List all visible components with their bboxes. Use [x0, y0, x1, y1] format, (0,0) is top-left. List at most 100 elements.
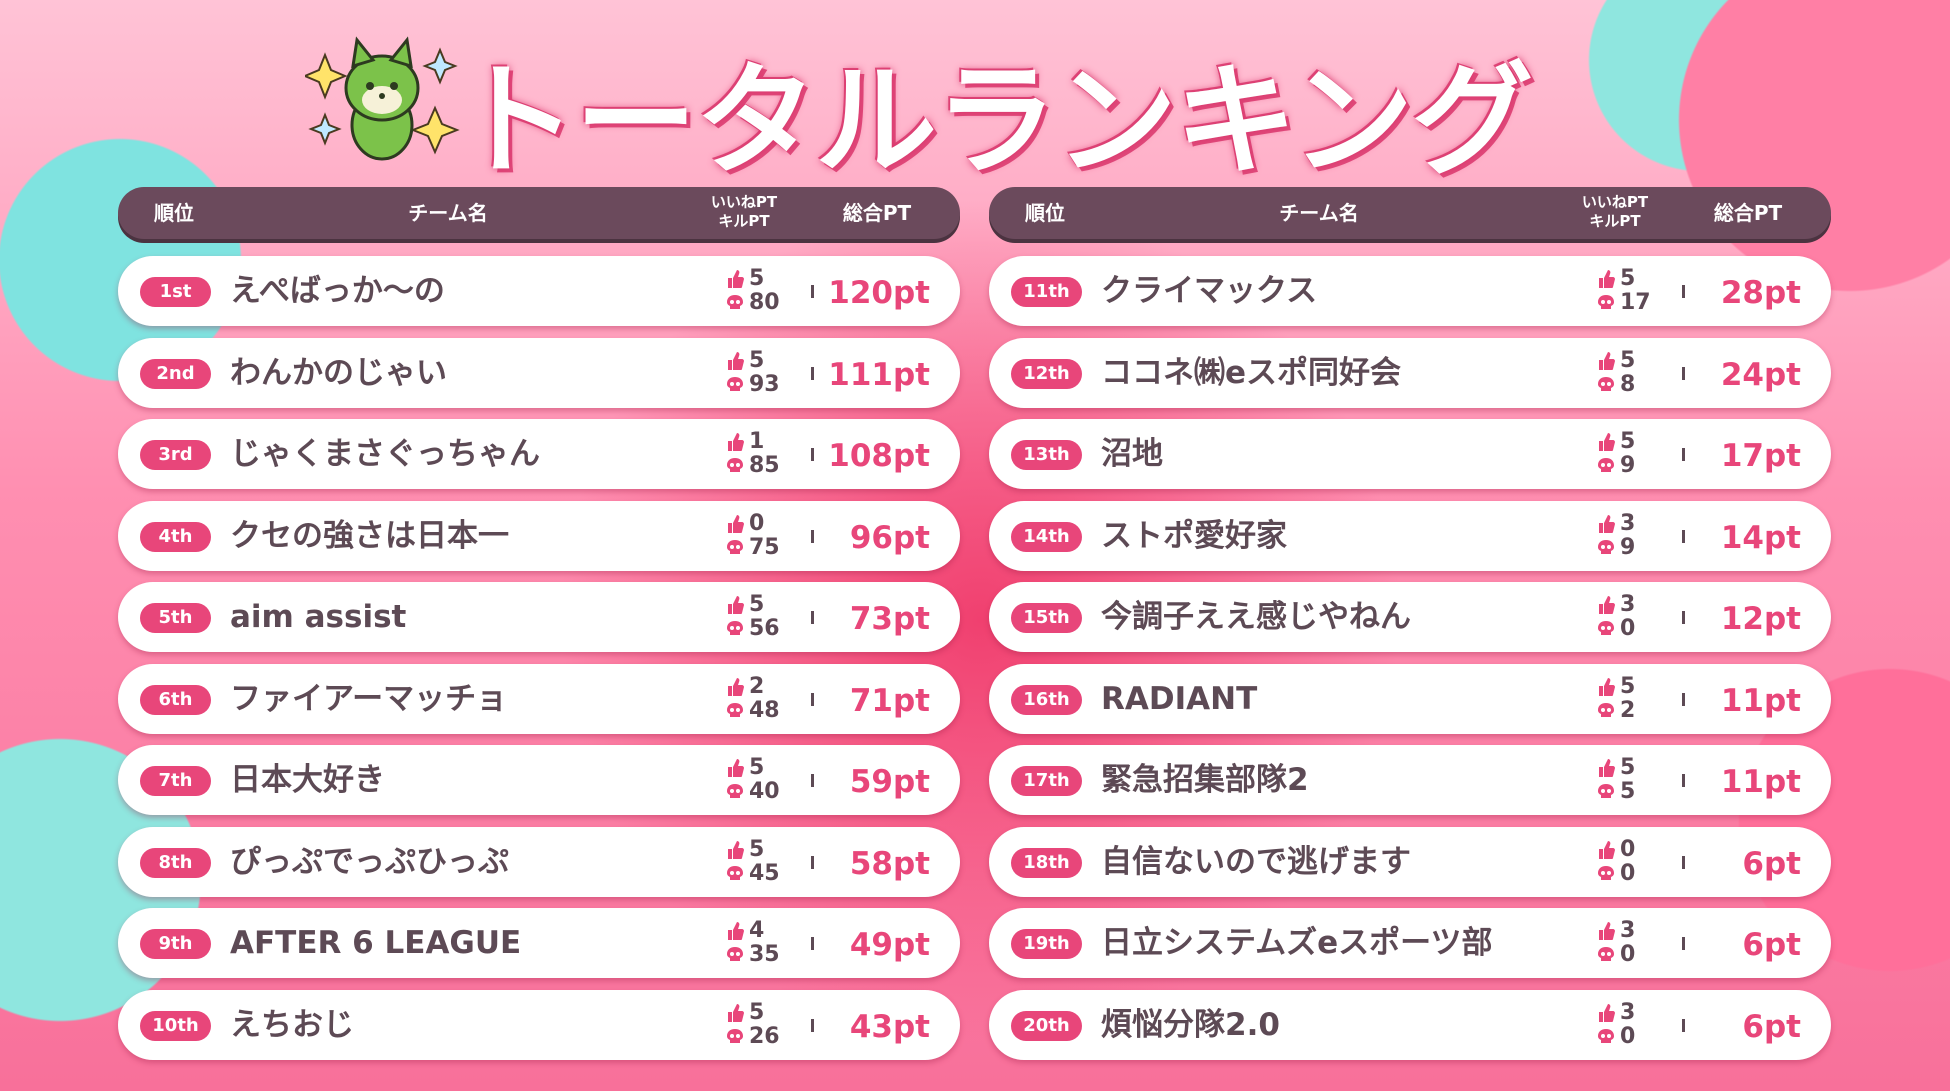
kill-points: 80 [749, 290, 780, 315]
kill-points: 85 [749, 453, 780, 478]
separator [1682, 937, 1685, 950]
team-name: ストポ愛好家 [1101, 517, 1287, 554]
team-name: 今調子ええ感じやねん [1101, 599, 1411, 635]
total-points: 24pt [1720, 356, 1801, 393]
ranking-row: 7th 日本大好き 5 40 59pt [118, 745, 960, 815]
total-points: 58pt [849, 845, 930, 882]
separator [811, 285, 814, 298]
like-points: 5 [1620, 429, 1636, 454]
ranking-row: 13th 沼地 5 9 17pt [989, 419, 1831, 489]
like-points: 3 [1620, 510, 1636, 536]
like-icon [726, 269, 744, 293]
kill-icon [726, 783, 744, 805]
separator [811, 774, 814, 787]
like-points: 5 [1620, 347, 1636, 373]
header-total: 総合PT [842, 201, 912, 225]
separator [1682, 611, 1685, 624]
team-name: えちおじ [230, 1006, 354, 1043]
ranking-row: 6th ファイアーマッチョ 2 48 71pt [118, 663, 960, 734]
header-kill: キルPT [718, 212, 770, 230]
ranking-row: 16th RADIANT 5 2 11pt [989, 663, 1831, 734]
rank-badge: 4th [140, 521, 211, 552]
total-points: 111pt [828, 356, 930, 393]
kill-points: 48 [749, 697, 780, 723]
header-rank: 順位 [1025, 201, 1065, 225]
total-points: 59pt [849, 764, 930, 800]
like-points: 1 [749, 429, 765, 454]
total-points: 96pt [849, 519, 930, 556]
rank-badge: 12th [1011, 358, 1082, 389]
header-total: 総合PT [1713, 201, 1783, 225]
team-name: RADIANT [1101, 680, 1258, 717]
table-header: 順位 チーム名 いいねPT キルPT 総合PT [118, 187, 960, 239]
total-points: 28pt [1720, 275, 1801, 311]
ranking-row: 10th えちおじ 5 26 43pt [118, 989, 960, 1060]
team-name: ファイアーマッチョ [230, 680, 508, 717]
total-points: 17pt [1720, 438, 1801, 474]
separator [1682, 855, 1685, 869]
kill-icon [1597, 294, 1615, 316]
mascot [305, 36, 460, 161]
kill-icon [1597, 1028, 1615, 1050]
team-name: じゃくまさぐっちゃん [230, 436, 540, 472]
rank-badge: 7th [140, 766, 211, 796]
separator [1682, 692, 1685, 706]
separator [811, 448, 814, 461]
team-name: 沼地 [1101, 436, 1163, 472]
ranking-row: 19th 日立システムズeスポーツ部 3 0 6pt [989, 908, 1831, 978]
separator [811, 366, 814, 380]
team-name: ココネ㈱eスポ同好会 [1101, 354, 1402, 391]
rank-badge: 17th [1011, 766, 1082, 796]
rank-badge: 6th [140, 684, 211, 715]
team-name: AFTER 6 LEAGUE [230, 925, 522, 961]
kill-points: 75 [749, 534, 780, 560]
ranking-row: 1st えぺばっか〜の 5 80 120pt [118, 256, 960, 326]
rank-badge: 2nd [140, 358, 211, 389]
like-icon [1597, 921, 1615, 945]
like-icon [1597, 840, 1615, 864]
like-icon [1597, 432, 1615, 456]
like-icon [726, 758, 744, 782]
team-name: クライマックス [1101, 273, 1318, 309]
header-points: いいねPT キルPT [711, 193, 777, 231]
header-kill: キルPT [1589, 212, 1641, 230]
kill-icon [726, 946, 744, 968]
rank-badge: 10th [140, 1010, 211, 1041]
like-points: 5 [1620, 755, 1636, 780]
ranking-row: 4th クセの強さは日本一 0 75 96pt [118, 500, 960, 571]
ranking-row: 2nd わんかのじゃい 5 93 111pt [118, 337, 960, 408]
like-icon [726, 921, 744, 945]
total-points: 108pt [828, 438, 930, 474]
separator [811, 529, 814, 543]
kill-points: 9 [1620, 534, 1636, 560]
header-team: チーム名 [1279, 201, 1359, 225]
team-name: クセの強さは日本一 [230, 517, 509, 554]
ranking-row: 5th aim assist 5 56 73pt [118, 582, 960, 652]
kill-icon [1597, 457, 1615, 479]
like-icon [726, 677, 744, 701]
separator [1682, 366, 1685, 380]
separator [1682, 774, 1685, 787]
like-points: 0 [1620, 836, 1636, 862]
rank-badge: 5th [140, 603, 211, 633]
rank-badge: 8th [140, 847, 211, 878]
kill-icon [726, 702, 744, 724]
kill-icon [1597, 783, 1615, 805]
rank-badge: 1st [140, 277, 211, 307]
rank-badge: 20th [1011, 1010, 1082, 1041]
kill-points: 26 [749, 1023, 780, 1049]
title: トータルランキング [455, 50, 1533, 192]
kill-points: 0 [1620, 616, 1636, 641]
team-name: わんかのじゃい [230, 354, 447, 391]
kill-icon [1597, 702, 1615, 724]
like-icon [1597, 758, 1615, 782]
ranking-row: 20th 煩悩分隊2.0 3 0 6pt [989, 989, 1831, 1060]
like-icon [726, 840, 744, 864]
kill-icon [726, 1028, 744, 1050]
team-name: ぴっぷでっぷひっぷ [230, 843, 509, 880]
kill-points: 0 [1620, 942, 1636, 967]
like-icon [1597, 595, 1615, 619]
like-icon [726, 595, 744, 619]
separator [811, 937, 814, 950]
rank-badge: 19th [1011, 929, 1082, 959]
